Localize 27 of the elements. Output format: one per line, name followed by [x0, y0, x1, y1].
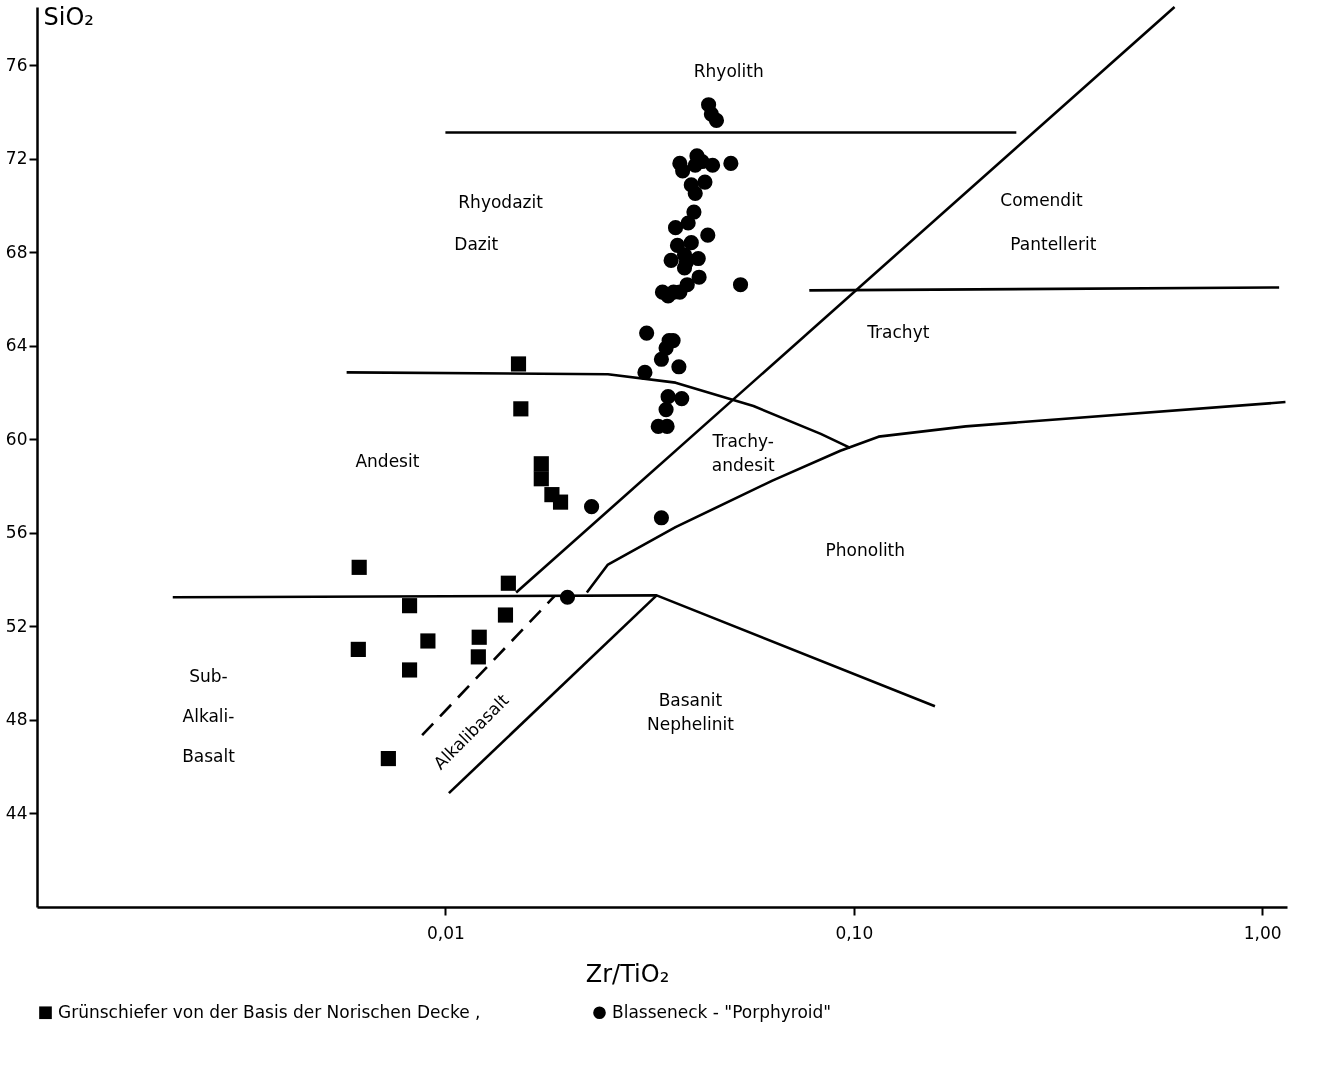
y-tick-label: 48: [5, 709, 28, 730]
annotation: Trachyt: [866, 322, 930, 343]
y-tick-label: 68: [5, 241, 28, 262]
annotation: Phonolith: [825, 539, 906, 560]
x-tick-label: 0,10: [835, 922, 874, 943]
y-tick-label: 44: [5, 802, 28, 823]
annotation: Sub- Alkali- Basalt: [182, 666, 236, 767]
y-tick-label: 56: [5, 522, 28, 543]
annotation: Comendit: [1000, 190, 1083, 211]
y-tick-label: 60: [5, 428, 28, 449]
annotation: Dazit: [454, 234, 499, 255]
annotation: Andesit: [355, 450, 420, 471]
y-tick-label: 64: [5, 335, 28, 356]
y-tick-label: 72: [5, 148, 28, 169]
annotation: Rhyodazit: [458, 191, 544, 212]
y-axis-title: SiO₂: [43, 2, 94, 31]
annotation: Rhyolith: [693, 61, 764, 82]
x-axis-title: Zr/TiO₂: [585, 959, 670, 988]
y-tick-label: 76: [5, 54, 28, 75]
legend-label: Grünschiefer von der Basis der Norischen Decke ,: [58, 1001, 481, 1022]
x-tick-label: 0,01: [426, 922, 465, 943]
annotation: Basanit Nephelinit: [646, 690, 735, 735]
annotation: Pantellerit: [1010, 234, 1097, 255]
legend-label: Blasseneck - "Porphyroid": [612, 1001, 832, 1022]
annotation: Trachy- andesit: [711, 430, 775, 475]
x-tick-label: 1,00: [1243, 922, 1282, 943]
y-tick-label: 52: [5, 615, 28, 636]
